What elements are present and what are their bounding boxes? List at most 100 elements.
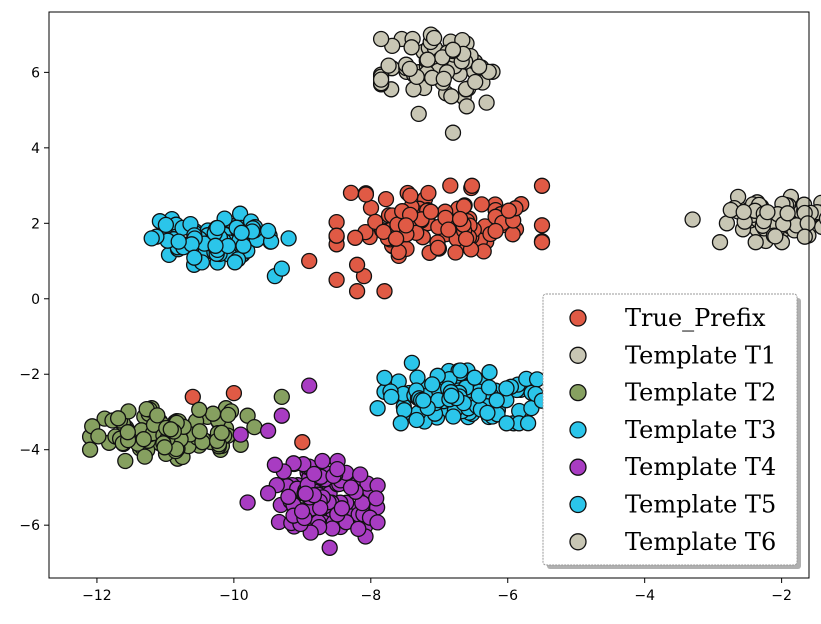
- legend-label: Template T3: [625, 416, 776, 444]
- legend-marker: [570, 347, 586, 363]
- point-true-prefix: [448, 245, 463, 260]
- point-template-t1: [381, 58, 396, 73]
- point-template-t1: [446, 125, 461, 140]
- point-true-prefix: [344, 185, 359, 200]
- y-tick-label: 4: [31, 141, 40, 157]
- point-template-t3: [499, 381, 514, 396]
- point-true-prefix: [379, 192, 394, 207]
- y-tick-label: 0: [31, 292, 40, 308]
- point-template-t2: [111, 411, 126, 426]
- y-tick-label: 6: [31, 65, 40, 81]
- point-template-t4: [302, 378, 317, 393]
- point-template-t2: [150, 408, 165, 423]
- point-true-prefix: [350, 257, 365, 272]
- point-template-t1: [444, 89, 459, 104]
- point-template-t1: [427, 31, 442, 46]
- point-true-prefix: [329, 215, 344, 230]
- point-template-t6: [736, 205, 751, 220]
- point-template-t4: [274, 408, 289, 423]
- y-tick-label: 2: [31, 216, 40, 232]
- legend-label: Template T4: [625, 453, 776, 481]
- legend-label: True_Prefix: [625, 304, 766, 332]
- x-tick-label: −2: [771, 588, 792, 604]
- point-template-t2: [247, 420, 262, 435]
- point-template-t2: [206, 406, 221, 421]
- point-template-t4: [370, 515, 385, 530]
- point-template-t3: [482, 380, 497, 395]
- point-template-t5: [261, 223, 276, 238]
- point-true-prefix: [377, 284, 392, 299]
- point-template-t4: [330, 462, 345, 477]
- point-template-t1: [404, 40, 419, 55]
- point-template-t4: [267, 457, 282, 472]
- point-template-t5: [144, 231, 159, 246]
- point-template-t3: [446, 409, 461, 424]
- legend-label: Template T5: [625, 491, 776, 519]
- point-template-t3: [530, 372, 545, 387]
- point-true-prefix: [488, 224, 503, 239]
- point-template-t3: [384, 389, 399, 404]
- legend-marker: [570, 534, 586, 550]
- point-template-t6: [719, 216, 734, 231]
- point-template-t4: [322, 540, 337, 555]
- point-template-t4: [315, 454, 330, 469]
- point-true-prefix: [453, 212, 468, 227]
- point-true-prefix: [535, 218, 550, 233]
- point-template-t3: [370, 401, 385, 416]
- point-template-t5: [234, 225, 249, 240]
- x-tick-label: −4: [634, 588, 655, 604]
- point-template-t1: [446, 42, 461, 57]
- point-template-t6: [760, 205, 775, 220]
- point-template-t4: [233, 427, 248, 442]
- point-template-t1: [374, 72, 389, 87]
- point-template-t1: [402, 61, 417, 76]
- x-tick-label: −6: [497, 588, 518, 604]
- point-template-t3: [416, 393, 431, 408]
- point-template-t6: [780, 206, 795, 221]
- point-template-t2: [214, 425, 229, 440]
- point-template-t2: [163, 422, 178, 437]
- point-true-prefix: [399, 218, 414, 233]
- point-template-t3: [409, 413, 424, 428]
- point-template-t1: [459, 99, 474, 114]
- legend-marker: [570, 422, 586, 438]
- point-true-prefix: [391, 245, 406, 260]
- point-template-t4: [298, 486, 313, 501]
- legend-label: Template T1: [625, 341, 776, 369]
- x-tick-label: −12: [82, 588, 112, 604]
- point-template-t6: [748, 235, 763, 250]
- point-template-t4: [307, 467, 322, 482]
- point-template-t3: [453, 363, 468, 378]
- point-true-prefix: [364, 200, 379, 215]
- point-template-t3: [404, 355, 419, 370]
- point-template-t5: [281, 231, 296, 246]
- point-template-t1: [374, 32, 389, 47]
- point-true-prefix: [329, 228, 344, 243]
- point-template-t3: [482, 365, 497, 380]
- point-template-t2: [83, 442, 98, 457]
- point-template-t4: [344, 480, 359, 495]
- point-template-t5: [227, 255, 242, 270]
- point-template-t6: [800, 216, 815, 231]
- point-template-t2: [221, 407, 236, 422]
- point-template-t3: [377, 370, 392, 385]
- point-template-t4: [353, 467, 368, 482]
- point-template-t5: [274, 261, 289, 276]
- point-true-prefix: [348, 230, 363, 245]
- point-template-t6: [685, 212, 700, 227]
- point-template-t3: [444, 388, 459, 403]
- point-true-prefix: [423, 204, 438, 219]
- point-template-t2: [192, 424, 207, 439]
- point-true-prefix: [350, 284, 365, 299]
- point-template-t4: [240, 495, 255, 510]
- y-tick-label: −2: [19, 367, 40, 383]
- point-template-t5: [210, 221, 225, 236]
- point-template-t3: [393, 416, 408, 431]
- point-true-prefix: [226, 386, 241, 401]
- legend-label: Template T6: [625, 528, 776, 556]
- point-template-t2: [120, 425, 135, 440]
- point-template-t5: [171, 234, 186, 249]
- point-true-prefix: [329, 272, 344, 287]
- legend-label: Template T2: [625, 379, 776, 407]
